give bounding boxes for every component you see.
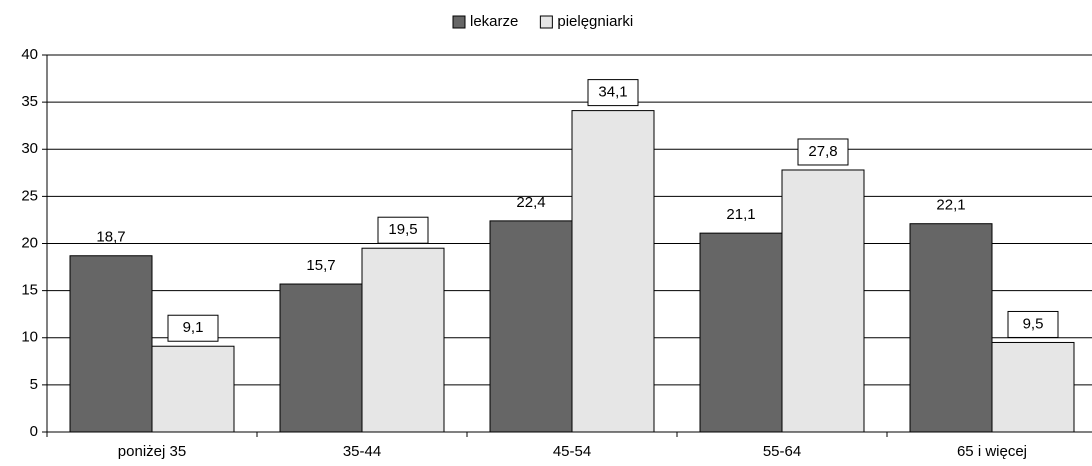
y-tick-label: 0 [30, 423, 38, 440]
y-tick-label: 30 [21, 140, 38, 157]
y-tick-label: 25 [21, 187, 38, 204]
y-tick-label: 10 [21, 329, 38, 346]
data-label: 9,5 [1023, 315, 1044, 332]
legend-swatch [539, 15, 553, 29]
legend-label: lekarze [470, 13, 518, 30]
data-label: 18,7 [96, 229, 125, 246]
y-tick-label: 40 [21, 46, 38, 63]
bar [781, 169, 865, 433]
label-box [377, 216, 429, 244]
bar [279, 283, 363, 433]
x-tick-label: poniżej 35 [118, 443, 186, 460]
data-label: 21,1 [726, 206, 755, 223]
x-tick-label: 35-44 [343, 443, 381, 460]
bar [699, 232, 783, 433]
bar [361, 247, 445, 433]
x-tick-label: 65 i więcej [957, 443, 1027, 460]
legend-swatch [452, 15, 466, 29]
bar [151, 345, 235, 433]
bar [69, 255, 153, 433]
data-label: 34,1 [598, 84, 627, 101]
label-box [167, 314, 219, 342]
x-tick-label: 55-64 [763, 443, 801, 460]
data-label: 22,4 [516, 194, 545, 211]
data-label: 22,1 [936, 197, 965, 214]
y-tick-label: 35 [21, 93, 38, 110]
label-box [587, 79, 639, 107]
y-tick-label: 20 [21, 234, 38, 251]
bar [571, 110, 655, 433]
label-box [1007, 310, 1059, 338]
label-box [797, 138, 849, 166]
bar [489, 220, 573, 433]
bar [909, 223, 993, 433]
x-tick-label: 45-54 [553, 443, 591, 460]
data-label: 15,7 [306, 257, 335, 274]
y-tick-label: 15 [21, 282, 38, 299]
bar [991, 341, 1075, 433]
data-label: 19,5 [388, 221, 417, 238]
legend-label: pielęgniarki [557, 13, 633, 30]
data-label: 27,8 [808, 143, 837, 160]
data-label: 9,1 [183, 319, 204, 336]
y-tick-label: 5 [30, 376, 38, 393]
